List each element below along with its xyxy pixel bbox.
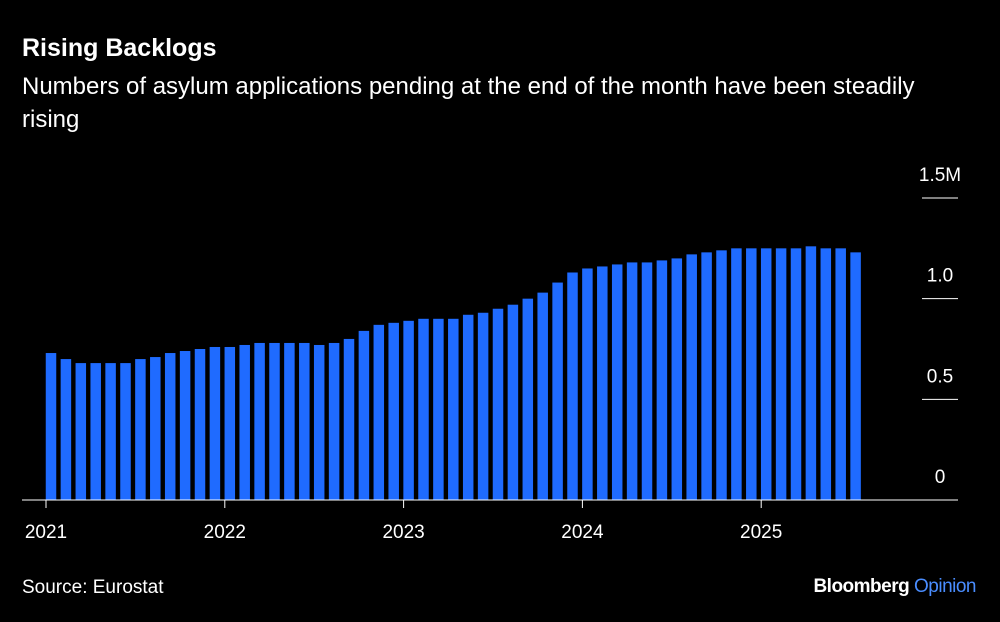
bar: [850, 252, 861, 500]
y-tick-label: 1.0: [927, 266, 953, 287]
bar: [760, 248, 772, 500]
bar: [626, 262, 638, 500]
bar: [611, 264, 623, 500]
bar: [120, 363, 131, 500]
bar: [328, 342, 340, 500]
bar: [105, 363, 116, 500]
bar: [671, 258, 683, 500]
bar: [135, 359, 146, 500]
bar: [448, 318, 459, 500]
bar: [790, 248, 802, 500]
bar: [254, 342, 265, 500]
bar: [775, 248, 787, 500]
bar: [462, 314, 474, 500]
bar: [418, 318, 429, 500]
bar: [164, 353, 176, 500]
bar: [403, 320, 414, 500]
bar: [239, 344, 250, 500]
bar: [552, 282, 563, 500]
bar: [820, 248, 832, 500]
chart-title: Rising Backlogs: [22, 34, 217, 62]
bar: [388, 322, 399, 500]
bar: [343, 338, 355, 500]
bar: [150, 357, 161, 500]
bar: [731, 248, 742, 500]
bar: [75, 363, 87, 500]
bar: [597, 266, 608, 500]
bar: [284, 342, 295, 500]
x-tick-label: 2022: [204, 522, 246, 543]
bar: [835, 248, 846, 500]
x-tick-label: 2023: [382, 522, 424, 543]
bar: [701, 252, 712, 500]
bar: [313, 344, 325, 500]
bar: [507, 304, 519, 500]
y-tick-label: 0: [935, 467, 946, 488]
bar: [299, 342, 310, 500]
bar: [656, 260, 668, 500]
x-tick-label: 2021: [25, 522, 67, 543]
bar: [522, 298, 534, 500]
bar: [567, 272, 578, 500]
bar: [90, 363, 101, 500]
bar: [641, 262, 653, 500]
bar: [492, 308, 504, 500]
bar: [686, 254, 697, 500]
bar: [269, 342, 280, 500]
brand: Bloomberg Opinion: [813, 576, 976, 598]
source: Source: Eurostat: [22, 577, 164, 598]
bar: [433, 318, 444, 500]
y-tick-label: 0.5: [927, 366, 953, 387]
bar: [209, 346, 221, 500]
bar: [373, 324, 385, 500]
bar: [194, 349, 206, 500]
bar: [224, 346, 236, 500]
chart-subtitle: Numbers of asylum applications pending a…: [22, 73, 915, 133]
bar: [358, 330, 370, 500]
bar: [746, 248, 757, 500]
bar: [805, 246, 817, 500]
bar: [60, 359, 72, 500]
brand-name: Bloomberg: [813, 576, 910, 597]
bar: [477, 312, 489, 500]
bar: [582, 268, 593, 500]
bar: [537, 292, 548, 500]
y-tick-label: 1.5M: [919, 165, 961, 186]
bar: [45, 353, 57, 500]
brand-suffix: Opinion: [914, 576, 977, 597]
x-tick-label: 2024: [561, 522, 604, 543]
bar: [179, 351, 191, 500]
x-tick-label: 2025: [740, 522, 782, 543]
bar: [716, 250, 727, 500]
